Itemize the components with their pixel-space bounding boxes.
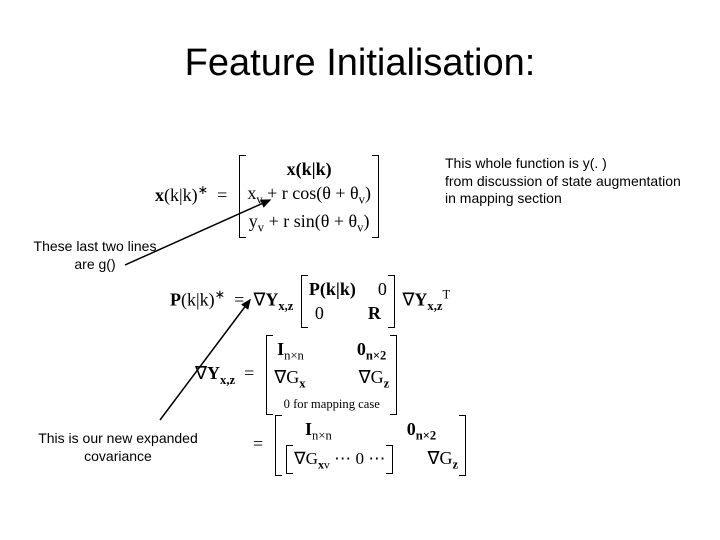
- eq3-grad: ∇: [195, 363, 207, 383]
- eq3-Ysub: x,z: [220, 373, 235, 387]
- eq2-m21: 0: [315, 303, 324, 323]
- eq1-r3b: + r sin(θ + θ: [264, 211, 357, 231]
- eq2-Psup: ∗: [215, 287, 226, 301]
- eq1-lhs-sup: ∗: [198, 183, 209, 197]
- eq3-m21a: ∇G: [274, 367, 299, 387]
- annotation-right-l2: from discussion of state augmentation: [445, 173, 681, 189]
- eq3-m21b: x: [299, 376, 305, 390]
- eq1-lhs-var: x: [155, 185, 164, 205]
- annotation-left-bottom: This is our new expanded covariance: [18, 430, 218, 465]
- eq2-matrix: P(k|k) 0 0 R: [301, 275, 395, 328]
- eq4-m22a: ∇G: [427, 448, 452, 468]
- eq3-m22b: z: [384, 376, 390, 390]
- eq4-m11a: I: [305, 419, 312, 439]
- eq2-grad2: ∇: [402, 289, 414, 309]
- annotation-right: This whole function is y(. ) from discus…: [445, 155, 705, 208]
- annotation-lt-l1: These last two lines: [34, 238, 157, 254]
- eq2-T: T: [442, 287, 450, 301]
- eq1-r3c: ): [363, 211, 369, 231]
- equation-3: ∇Yx,z = In×n 0n×2 ∇Gx ∇Gz 0 for mapping …: [195, 335, 400, 415]
- eq2-Y2: Y: [414, 289, 427, 309]
- eq4-inner-mid: ⋯ 0 ⋯: [330, 449, 386, 468]
- eq2-Ysub2: x,z: [427, 299, 442, 313]
- eq2-m11: P(k|k): [309, 279, 356, 299]
- eq1-r1: x(k|k): [287, 159, 332, 179]
- eq4-m11b: n×n: [312, 429, 332, 443]
- eq1-r3a: y: [249, 211, 258, 231]
- eq2-Parg: (k|k): [181, 289, 215, 309]
- eq4-m22b: z: [453, 457, 459, 471]
- eq2-Y1: Y: [265, 289, 278, 309]
- equation-2: P(k|k)∗ = ∇Yx,z P(k|k)0 0R ∇Yx,zT: [170, 275, 450, 328]
- eq3-note: 0 for mapping case: [284, 397, 380, 411]
- eq2-m12: 0: [378, 279, 387, 299]
- annotation-right-l3: in mapping section: [445, 190, 562, 206]
- eq1-r2c: ): [365, 183, 371, 203]
- annotation-left-top: These last two lines are g(): [10, 238, 180, 273]
- annotation-lt-l2: are g(): [74, 256, 115, 272]
- eq1-r2b: + r cos(θ + θ: [263, 183, 359, 203]
- annotation-right-l1: This whole function is y(. ): [445, 155, 607, 171]
- slide-title: Feature Initialisation:: [0, 42, 720, 85]
- eq3-m11b: n×n: [284, 349, 304, 363]
- eq4-inner-a: ∇G: [294, 449, 318, 468]
- eq2-m22: R: [368, 303, 381, 323]
- eq2-P: P: [170, 289, 181, 309]
- eq4-m12a: 0: [407, 419, 416, 439]
- eq3-m12b: n×2: [366, 349, 386, 363]
- eq2-grad1: ∇: [253, 289, 265, 309]
- eq1-r2a: x: [247, 183, 256, 203]
- eq4-inner: ∇Gxv ⋯ 0 ⋯: [286, 445, 393, 475]
- eq4-m12b: n×2: [416, 429, 436, 443]
- eq4-matrix: In×n 0n×2 ∇Gxv ⋯ 0 ⋯ ∇Gz: [275, 415, 466, 476]
- annotation-lb-l2: covariance: [84, 448, 152, 464]
- eq1-matrix: x(k|k) xv + r cos(θ + θv) yv + r sin(θ +…: [239, 155, 379, 238]
- eq2-Ysub1: x,z: [278, 299, 293, 313]
- eq3-m22a: ∇G: [359, 367, 384, 387]
- eq1-lhs-arg: (k|k): [164, 185, 198, 205]
- equation-1: x(k|k)∗ = x(k|k) xv + r cos(θ + θv) yv +…: [155, 155, 382, 238]
- eq3-matrix: In×n 0n×2 ∇Gx ∇Gz 0 for mapping case: [266, 335, 397, 415]
- eq3-Y: Y: [207, 363, 220, 383]
- annotation-lb-l1: This is our new expanded: [38, 430, 198, 446]
- eq3-m12a: 0: [357, 339, 366, 359]
- equation-4: = In×n 0n×2 ∇Gxv ⋯ 0 ⋯ ∇Gz: [253, 415, 469, 476]
